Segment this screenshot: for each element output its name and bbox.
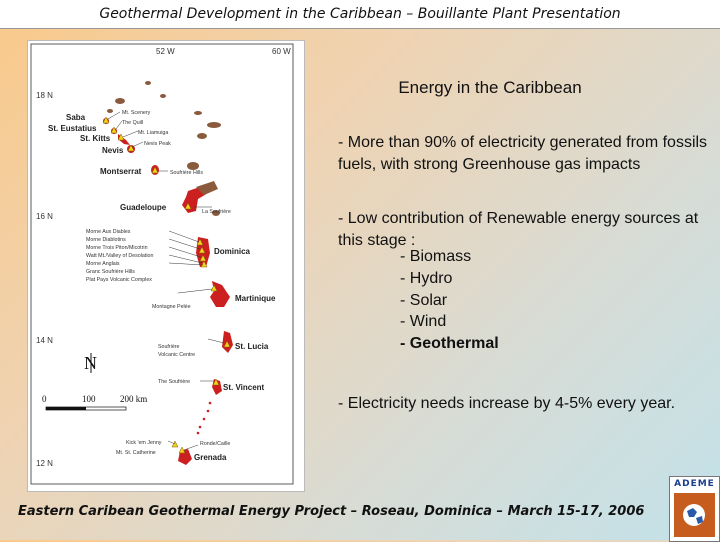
label-montagne-pelee: Montagne Pelée	[152, 304, 191, 310]
label-the-soufriere: The Soufrière	[158, 379, 190, 385]
leader-lines	[107, 111, 225, 451]
lon-60-label: 60 W	[272, 47, 291, 56]
island-shape	[194, 111, 202, 115]
label-mt-liamuiga: Mt. Liamuiga	[138, 130, 168, 136]
ademe-logo: ADEME	[669, 476, 720, 542]
label-kick-em-jenny: Kick 'em Jenny	[126, 440, 162, 446]
globe-icon	[683, 504, 705, 526]
scale-bar-fill	[46, 407, 86, 410]
label-st-vincent: St. Vincent	[223, 383, 265, 392]
caribbean-map: 52 W 60 W 18 N 16 N 14 N 12 N	[27, 40, 305, 492]
lat-14-label: 14 N	[36, 336, 53, 345]
label-st-kitts: St. Kitts	[80, 134, 111, 143]
grenadines-dot	[202, 417, 206, 421]
sub-item-wind: - Wind	[400, 313, 447, 330]
presentation-title: Geothermal Development in the Caribbean …	[99, 6, 621, 22]
label-guadeloupe: Guadeloupe	[120, 203, 167, 212]
label-morne-anglais: Morne Anglais	[86, 261, 120, 267]
lon-52-label: 52 W	[156, 47, 175, 56]
footer-caption: Eastern Caribean Geothermal Energy Proje…	[18, 504, 645, 519]
label-nevis-peak: Nevis Peak	[144, 141, 171, 147]
label-morne-trois-pitons: Morne Trois Piton/Micotrin	[86, 245, 148, 251]
scale-hundred: 100	[82, 394, 96, 404]
ademe-logo-text: ADEME	[674, 479, 715, 489]
sub-item-hydro: - Hydro	[400, 270, 453, 287]
grenadines-dot	[196, 431, 200, 435]
map-frame	[30, 43, 294, 485]
grenadines-dot	[208, 401, 212, 405]
island-shape	[115, 98, 125, 104]
label-the-quill: The Quill	[122, 120, 143, 126]
scale-two-hundred: 200 km	[120, 394, 147, 404]
lat-12-label: 12 N	[36, 459, 53, 468]
label-dominica: Dominica	[214, 247, 251, 256]
island-shape	[107, 109, 113, 113]
sub-item-biomass: - Biomass	[400, 248, 472, 265]
scale-zero: 0	[42, 394, 47, 404]
island-shape	[196, 181, 218, 195]
label-morne-aux-diables: Morne Aux Diables	[86, 229, 131, 235]
lat-18-label: 18 N	[36, 91, 53, 100]
bullet-electricity-needs: - Electricity needs increase by 4-5% eve…	[338, 395, 676, 412]
label-soufriere-hills: Soufrière Hills	[170, 170, 203, 176]
header-bar: Geothermal Development in the Caribbean …	[0, 0, 720, 29]
grenadines-dot	[206, 409, 210, 413]
label-mt-st-catherine: Mt. St. Catherine	[116, 450, 156, 456]
ademe-logo-block	[674, 493, 715, 537]
slide-title: Energy in the Caribbean	[398, 78, 582, 97]
label-grenada: Grenada	[194, 453, 227, 462]
label-saba: Saba	[66, 113, 86, 122]
island-shape	[145, 81, 151, 85]
label-st-lucia: St. Lucia	[235, 342, 269, 351]
label-morne-diablotins: Morne Diablotins	[86, 237, 126, 243]
label-soufriere-vc-1: Soufrière	[158, 344, 180, 350]
label-mt-scenery: Mt. Scenery	[122, 110, 151, 116]
label-nevis: Nevis	[102, 146, 124, 155]
bullet-fossil-fuels: - More than 90% of electricity generated…	[338, 134, 708, 173]
island-shape	[197, 133, 207, 139]
island-shape	[187, 162, 199, 170]
island-shape	[207, 122, 221, 128]
sub-item-solar: - Solar	[400, 292, 448, 309]
label-st-eustatius: St. Eustatius	[48, 124, 97, 133]
volcano-markers	[102, 116, 231, 454]
label-soufriere-vc-2: Volcanic Centre	[158, 352, 195, 358]
label-ronde-caille: Ronde/Caille	[200, 441, 230, 447]
bullet-renewable: - Low contribution of Renewable energy s…	[338, 210, 699, 249]
label-martinique: Martinique	[235, 294, 276, 303]
label-plat-pays: Plat Pays Volcanic Complex	[86, 277, 152, 283]
map-graphic: 52 W 60 W 18 N 16 N 14 N 12 N	[30, 43, 294, 485]
sub-item-geothermal: - Geothermal	[400, 335, 499, 352]
lat-16-label: 16 N	[36, 212, 53, 221]
island-shape	[160, 94, 166, 98]
island-shape	[212, 210, 220, 216]
label-la-soufriere: La Soufrière	[202, 209, 231, 215]
label-montserrat: Montserrat	[100, 167, 142, 176]
label-grand-soufriere: Granc Soufrière Hills	[86, 269, 135, 275]
grenadines-dot	[198, 425, 202, 429]
label-watt-mt: Watt Mt./Valley of Desolation	[86, 253, 153, 259]
